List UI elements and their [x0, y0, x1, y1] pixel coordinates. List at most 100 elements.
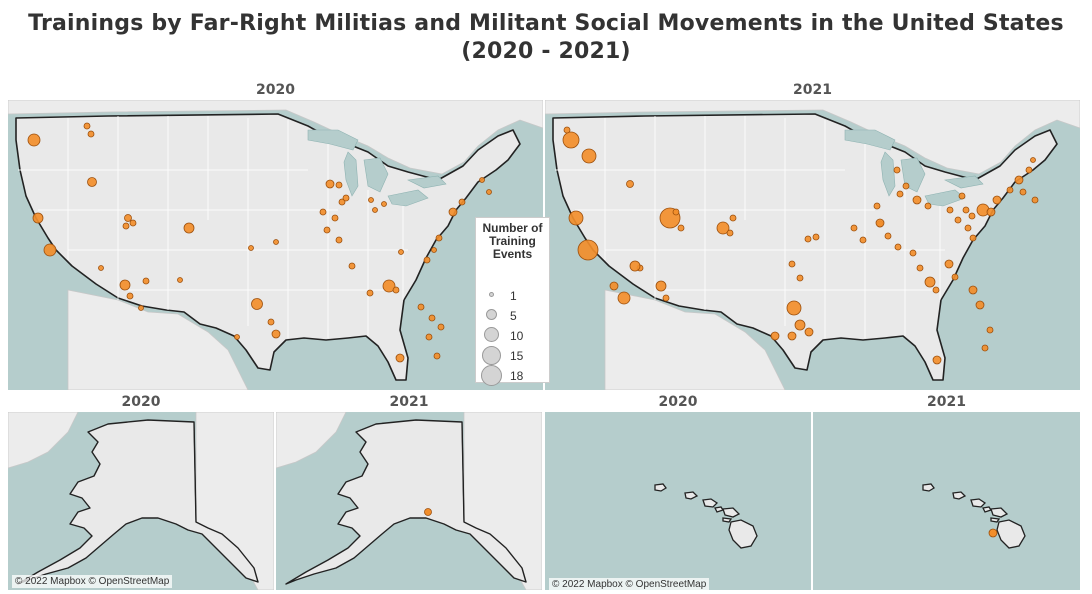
- training-marker: [331, 214, 339, 222]
- great-lakes: [307, 129, 447, 207]
- training-marker: [884, 232, 892, 240]
- marker-layer: [27, 122, 492, 363]
- training-marker: [787, 331, 797, 341]
- legend-circle-icon: [482, 346, 501, 365]
- training-marker: [395, 353, 405, 363]
- panel-header-hawaii-2021: 2021: [813, 392, 1080, 412]
- map-alaska-2021[interactable]: [276, 412, 542, 590]
- training-marker: [448, 207, 458, 217]
- training-marker: [319, 208, 327, 216]
- training-marker: [417, 303, 425, 311]
- training-marker: [177, 277, 183, 283]
- training-marker: [562, 131, 580, 149]
- training-marker: [932, 355, 942, 365]
- training-marker: [87, 177, 97, 187]
- map-conus-2020[interactable]: [8, 100, 543, 390]
- training-marker: [896, 190, 904, 198]
- alaska-map-2020: [8, 412, 274, 590]
- training-marker: [893, 166, 901, 174]
- training-marker: [435, 234, 443, 242]
- conus-map-2020: [8, 100, 543, 390]
- training-marker: [234, 334, 240, 340]
- legend-label: 10: [510, 329, 524, 343]
- title-line-1: Trainings by Far-Right Militias and Mili…: [28, 11, 1064, 36]
- training-marker: [424, 508, 432, 516]
- training-marker: [1030, 157, 1036, 163]
- legend-circle-icon: [486, 309, 497, 320]
- panel-header-conus-2021: 2021: [545, 80, 1080, 100]
- training-marker: [859, 236, 867, 244]
- training-marker: [372, 207, 378, 213]
- hawaii-island-outline: [990, 507, 1009, 518]
- map-hawaii-2020[interactable]: [545, 412, 811, 590]
- canada-landmass: [8, 100, 543, 175]
- training-marker: [629, 260, 641, 272]
- panel-header-conus-2020: 2020: [8, 80, 543, 100]
- training-marker: [1025, 166, 1033, 174]
- training-marker: [83, 122, 91, 130]
- training-marker: [87, 130, 95, 138]
- training-marker: [425, 333, 433, 341]
- training-marker: [568, 210, 584, 226]
- legend-label: 15: [510, 349, 524, 363]
- map-conus-2021[interactable]: [545, 100, 1080, 390]
- training-marker: [954, 216, 962, 224]
- hawaii-island-outline: [702, 498, 719, 508]
- training-marker: [968, 212, 976, 220]
- hawaii-island-outline: [996, 519, 1026, 549]
- legend-item: 1: [476, 286, 549, 306]
- training-marker: [916, 264, 924, 272]
- size-legend: Number of Training Events 1 5 10 15 18: [475, 217, 550, 386]
- training-marker: [27, 133, 41, 147]
- legend-item: 15: [476, 346, 549, 366]
- hawaii-island-outline: [728, 519, 758, 549]
- legend-item: 5: [476, 306, 549, 326]
- training-marker: [626, 180, 634, 188]
- training-marker: [796, 274, 804, 282]
- training-marker: [129, 219, 137, 227]
- conus-map-2021: [545, 100, 1080, 390]
- legend-circle-icon: [489, 292, 494, 297]
- training-marker: [271, 329, 281, 339]
- map-attribution-right[interactable]: © 2022 Mapbox © OpenStreetMap: [549, 578, 710, 591]
- training-marker: [672, 208, 680, 216]
- legend-label: 1: [510, 289, 517, 303]
- training-marker: [726, 229, 734, 237]
- training-marker: [894, 243, 902, 251]
- map-hawaii-2021[interactable]: [813, 412, 1080, 590]
- training-marker: [770, 331, 780, 341]
- training-marker: [335, 181, 343, 189]
- training-marker: [804, 235, 812, 243]
- map-attribution-left[interactable]: © 2022 Mapbox © OpenStreetMap: [12, 575, 173, 588]
- training-marker: [124, 214, 132, 222]
- training-marker: [962, 206, 970, 214]
- training-marker: [958, 192, 966, 200]
- chart-title: Trainings by Far-Right Militias and Mili…: [0, 10, 1092, 66]
- training-marker: [273, 239, 279, 245]
- training-marker: [323, 226, 331, 234]
- training-marker: [909, 249, 917, 257]
- ocean-background: [813, 412, 1079, 590]
- training-marker: [368, 197, 374, 203]
- training-marker: [348, 262, 356, 270]
- training-marker: [946, 206, 954, 214]
- training-marker: [392, 286, 400, 294]
- training-marker: [577, 239, 599, 261]
- map-alaska-2020[interactable]: [8, 412, 274, 590]
- training-marker: [850, 224, 858, 232]
- us-outline: [15, 113, 521, 381]
- training-marker: [975, 300, 985, 310]
- alaska-canada-border: [461, 421, 465, 523]
- us-outline: [552, 113, 1058, 381]
- training-marker: [786, 300, 802, 316]
- training-marker: [458, 198, 466, 206]
- training-marker: [267, 318, 275, 326]
- training-marker: [912, 195, 922, 205]
- training-marker: [986, 207, 996, 217]
- hawaii-map-2021: [813, 412, 1079, 590]
- training-marker: [433, 352, 441, 360]
- training-marker: [932, 286, 940, 294]
- training-marker: [812, 233, 820, 241]
- training-marker: [98, 265, 104, 271]
- alaska-outline: [285, 419, 527, 585]
